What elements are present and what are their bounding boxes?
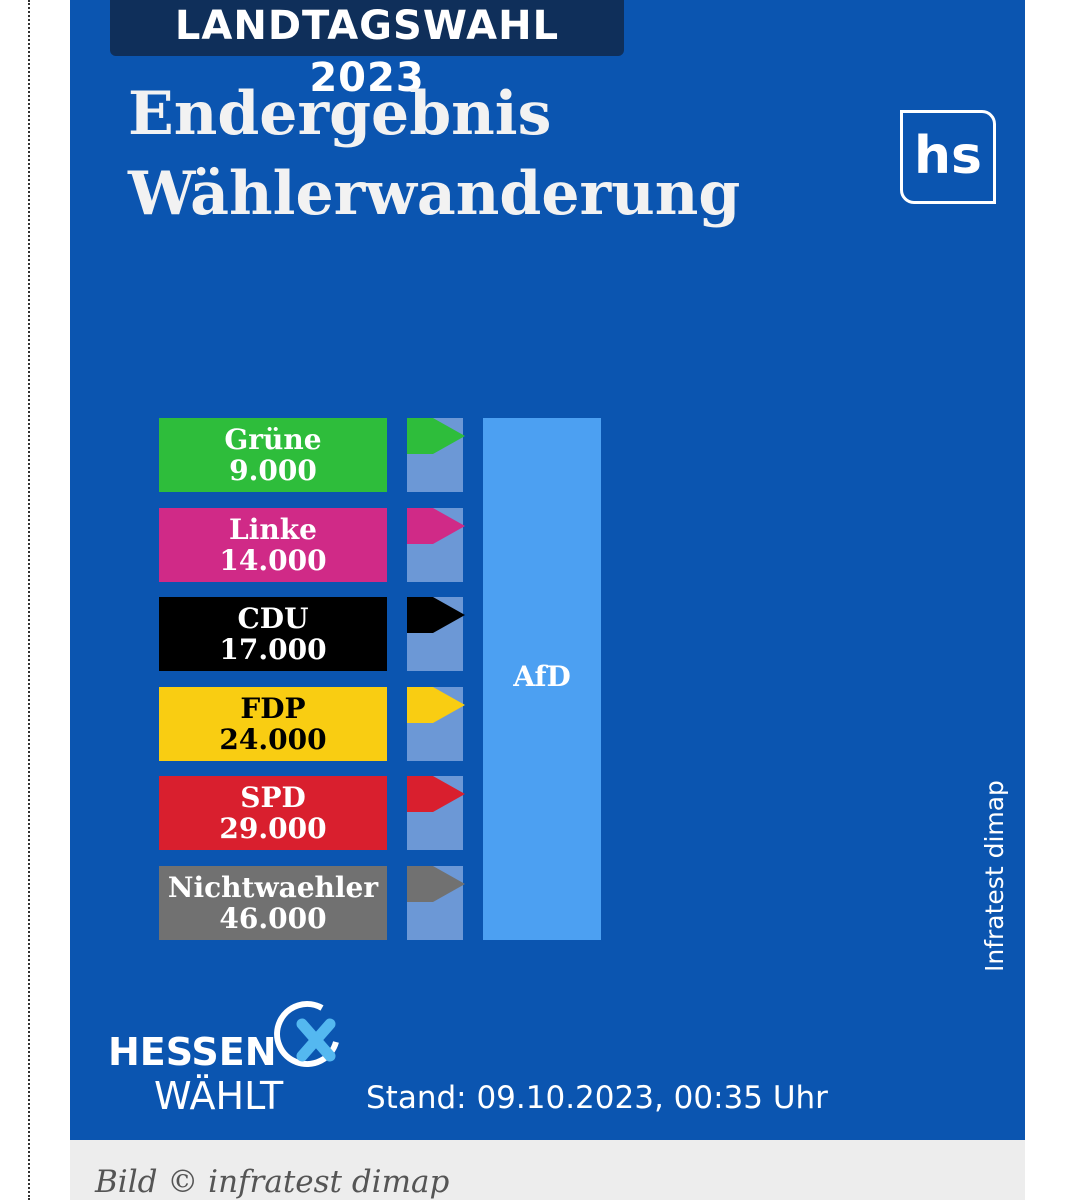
election-graphic: LANDTAGSWAHL 2023 Endergebnis Wählerwand… (70, 0, 1025, 1140)
party-name: CDU (237, 602, 309, 635)
logo-line-1: HESSEN (108, 1030, 277, 1074)
flow-value: 9.000 (229, 454, 317, 487)
party-label: Nichtwaehler 46.000 (159, 866, 387, 940)
graphic-title: Endergebnis Wählerwanderung (128, 74, 740, 234)
timestamp: Stand: 09.10.2023, 00:35 Uhr (366, 1080, 828, 1116)
party-label: Grüne 9.000 (159, 418, 387, 492)
image-caption: Bild © infratest dimap (70, 1140, 1025, 1200)
flow-value: 24.000 (219, 723, 327, 756)
caption-text: Bild © infratest dimap (95, 1164, 450, 1200)
flow-value: 14.000 (219, 544, 327, 577)
flow-arrow (407, 687, 465, 723)
kicker-badge: LANDTAGSWAHL 2023 (110, 0, 624, 101)
title-line-1: Endergebnis (128, 79, 552, 149)
party-label: FDP 24.000 (159, 687, 387, 761)
party-label: Linke 14.000 (159, 508, 387, 582)
flow-arrow (407, 866, 465, 902)
party-name: SPD (240, 781, 306, 814)
flow-value: 17.000 (219, 633, 327, 666)
ballot-cross-icon (274, 1001, 339, 1067)
flow-arrow (407, 597, 465, 633)
target-bar-afd (483, 418, 601, 940)
party-name: Linke (229, 513, 317, 546)
party-label: SPD 29.000 (159, 776, 387, 850)
target-label: AfD (513, 660, 571, 693)
flow-arrow (407, 418, 465, 454)
source-credit: Infratest dimap (980, 780, 1009, 972)
party-name: FDP (240, 692, 306, 725)
page-margin-line (28, 0, 30, 1200)
party-name: Grüne (224, 423, 322, 456)
hs-logo: hs (900, 110, 996, 204)
flow-arrow (407, 508, 465, 544)
hessen-waehlt-logo: HESSEN WÄHLT (108, 1000, 348, 1118)
flow-value: 29.000 (219, 812, 327, 845)
title-line-2: Wählerwanderung (128, 159, 741, 229)
logo-line-2: WÄHLT (154, 1074, 284, 1118)
flow-value: 46.000 (219, 902, 327, 935)
flow-arrow (407, 776, 465, 812)
party-name: Nichtwaehler (167, 871, 379, 904)
party-label: CDU 17.000 (159, 597, 387, 671)
voter-flow-chart: AfD Grüne 9.000 Linke 14.000 CDU 17.000 FDP 24.… (70, 0, 1025, 1140)
